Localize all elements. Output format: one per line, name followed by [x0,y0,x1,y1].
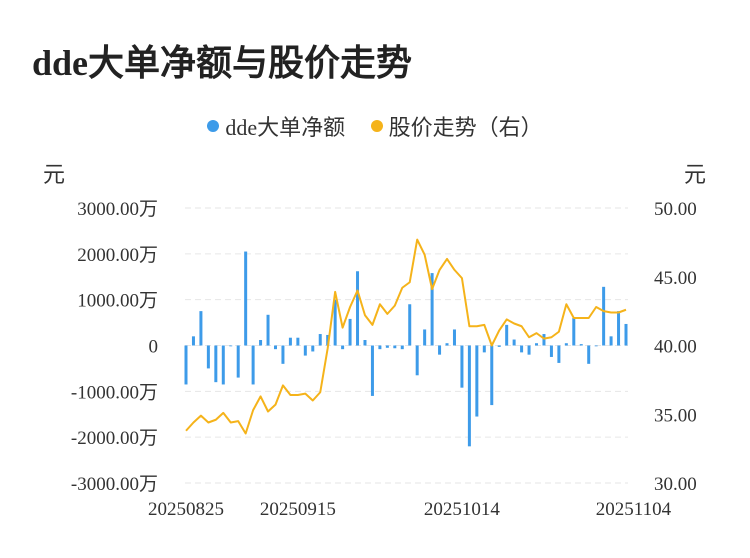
bar [624,323,628,346]
bar [408,304,412,346]
bar [564,343,568,346]
x-tick-label: 20250915 [260,499,336,520]
bar [393,345,397,349]
bar [273,345,277,350]
bar [363,340,367,346]
legend-dot-price [370,120,383,132]
bar [452,329,456,346]
bar [467,345,471,447]
bar [184,345,188,385]
x-tick-label: 20251104 [596,499,672,520]
bar [333,299,337,346]
y-left-tick-label: -1000.00万 [71,382,158,403]
bar [475,345,479,417]
y-right-tick-label: 30.00 [654,474,697,495]
bar [303,345,307,356]
bar [594,345,598,347]
bar [221,345,225,385]
bar [535,343,539,346]
y-left-tick-label: 0 [149,337,159,358]
bar [460,345,464,388]
bar [191,336,195,346]
x-tick-label: 20251014 [424,499,501,520]
y-left-tick-label: 3000.00万 [77,199,158,220]
bar [430,273,434,346]
bar [214,345,218,383]
price-line [185,238,627,435]
bar [438,345,442,355]
bar [259,340,263,346]
bar [482,345,486,353]
right-axis-unit: 元 [684,162,707,187]
bar [370,345,374,396]
bar [311,345,315,352]
x-tick-label: 20250825 [148,499,224,520]
y-left-tick-label: 2000.00万 [77,245,158,266]
y-right-tick-label: 45.00 [654,268,697,289]
legend-dot-dde [207,120,220,132]
legend[interactable]: dde大单净额 股价走势（右） [0,110,750,142]
bar [244,251,248,346]
bar [378,345,382,350]
bar [505,324,509,346]
bar [423,329,427,346]
bar [542,334,546,346]
bar [266,314,270,346]
y-left-tick-label: -2000.00万 [71,428,158,449]
bar [520,345,524,353]
legend-item-dde[interactable]: dde大单净额 [207,110,345,142]
bar [445,343,449,346]
bar [229,345,233,347]
chart-title: dde大单净额与股价走势 [32,43,413,83]
bar [490,345,494,406]
bar [609,336,613,346]
bar [281,345,285,364]
y-right-tick-label: 35.00 [654,405,697,426]
left-axis-unit: 元 [43,162,66,187]
bar [497,345,501,347]
bar [415,345,419,376]
y-right-tick-label: 50.00 [654,199,697,220]
bar [318,334,322,346]
bar [206,345,210,369]
bar [579,344,583,346]
bar [296,337,300,346]
bar [236,345,240,378]
legend-label-dde: dde大单净额 [225,115,346,140]
bar [251,345,255,385]
y-left-tick-label: -3000.00万 [71,474,158,495]
y-left-tick-label: 1000.00万 [77,291,158,312]
legend-item-price[interactable]: 股价走势（右） [370,110,543,142]
bar [527,345,531,355]
bar [348,318,352,346]
bar [572,318,576,346]
bar [617,311,621,346]
bar [326,334,330,346]
bar [549,345,553,357]
bar [341,345,345,350]
bar [385,345,389,348]
bar [199,311,203,346]
bar [512,339,516,346]
bar [356,271,360,346]
bar [557,345,561,363]
bar [602,286,606,346]
y-right-tick-label: 40.00 [654,337,697,358]
bar [587,345,591,364]
bar [400,345,404,350]
bar [288,337,292,346]
legend-label-price: 股价走势（右） [388,115,543,140]
